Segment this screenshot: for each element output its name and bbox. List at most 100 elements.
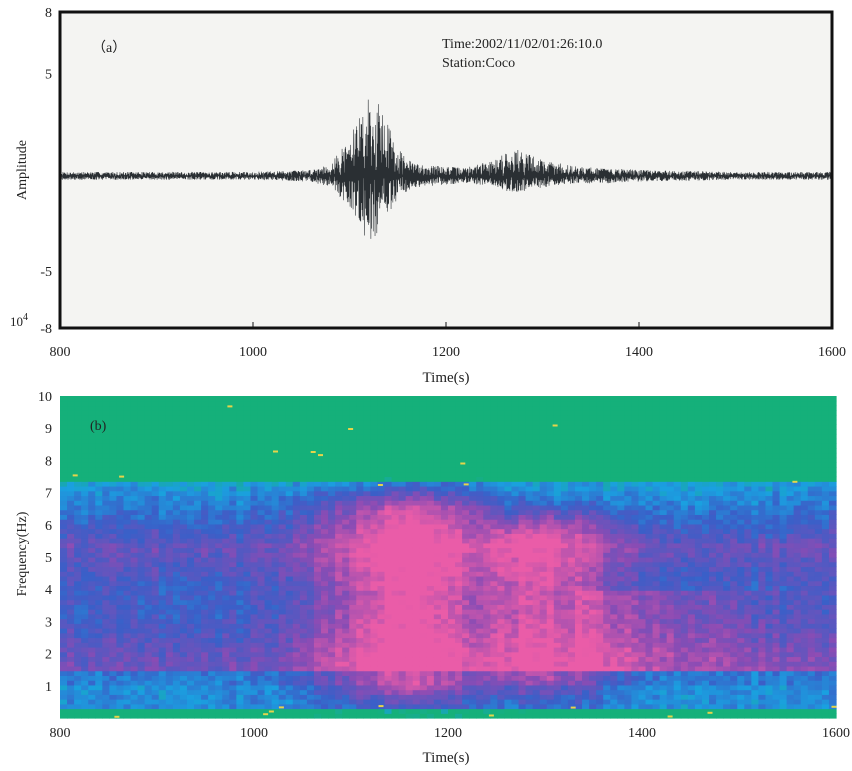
spectrogram-cell [349,396,357,402]
spectrogram-cell [292,632,301,639]
spectrogram-cell [67,637,75,643]
spectrogram-cell [440,504,449,511]
spectrogram-cell [229,651,237,658]
spectrogram-cell [483,500,491,506]
spectrogram-cell [455,699,463,705]
spectrogram-cell [363,476,371,482]
spectrogram-cell [546,471,555,478]
spectrogram-cell [455,628,463,634]
spectrogram-cell [229,661,237,667]
spectrogram-cell [109,500,118,506]
spectrogram-cell [455,429,463,435]
spectrogram-cell [391,571,400,577]
spectrogram-cell [201,599,209,605]
spectrogram-cell [151,713,160,719]
spectrogram-cell [469,642,477,648]
spectrogram-cell [137,628,146,634]
spectrogram-cell [109,561,118,568]
spectrogram-cell [201,680,209,686]
spectrogram-cell [483,429,491,435]
spectrogram-cell [356,405,364,411]
spectrogram-cell [229,547,237,553]
spectrogram-cell [123,580,132,587]
spectrogram-cell [313,443,322,449]
spectrogram-cell [299,590,308,596]
spectrogram-cell [546,590,555,596]
spectrogram-cell [264,557,273,563]
spectrogram-cell [405,557,414,563]
spectrogram-cell [335,604,343,610]
spectrogram-cell [321,609,329,615]
spectrogram-cell [264,514,273,520]
spectrogram-cell [81,651,89,658]
spectrogram-cell [257,443,266,449]
spectrogram-cell [497,566,506,572]
spectrogram-cell [243,514,252,520]
spectrogram-cell [398,433,407,440]
spectrogram-cell [130,476,139,482]
spectrogram-cell [532,566,541,572]
spectrogram-cell [412,495,421,501]
spectrogram-cell [469,557,477,563]
spectrogram-cell [328,443,336,449]
spectrogram-cell [179,599,188,605]
spectrogram-cell [448,656,456,662]
spectrogram-cell [483,642,491,648]
spectrogram-cell [356,585,364,591]
spectrogram-cell [179,429,188,435]
spectrogram-cell [539,396,548,402]
spectrogram-cell [363,661,371,667]
spectrogram-cell [151,429,160,435]
spectrogram-cell [313,433,322,440]
spectrogram-cell [476,452,484,459]
spectrogram-cell [532,424,541,430]
spectrogram-cell [462,410,470,416]
spectrogram-cell [384,571,393,577]
spectrogram-cell [342,433,350,440]
spectrogram-cell [433,623,442,629]
spectrogram-cell [81,471,89,478]
spectrogram-cell [448,490,456,497]
spectrogram-cell [243,609,252,615]
spectrogram-cell [560,410,569,416]
spectrogram-cell [511,580,520,587]
spectrogram-cell [215,628,223,634]
spectrogram-cell [377,490,386,497]
spectrogram-cell [172,419,181,426]
spectrogram-cell [285,646,294,653]
spectrogram-cell [321,618,329,624]
spectrogram-cell [123,699,132,705]
spectrogram-cell [462,495,470,501]
spectrogram-cell [215,500,223,506]
spectrogram-cell [250,462,259,468]
spectrogram-cell [172,604,181,610]
spectrogram-cell [81,514,89,520]
spectrogram-cell [285,689,294,695]
spectrogram-cell [88,519,96,525]
spectrogram-cell [60,471,68,478]
spectrogram-cell [370,713,379,719]
spectrogram-cell [546,713,555,719]
spectrogram-cell [490,713,498,719]
spectrogram-cell [229,457,237,463]
spectrogram-cell [553,646,562,653]
spectrogram-cell [412,438,421,444]
spectrogram-cell [74,684,82,691]
spectrogram-cell [144,713,153,719]
spectrogram-cell [313,419,322,426]
spectrogram-cell [194,452,202,459]
spectrogram-cell [165,670,174,676]
spectrogram-cell [469,628,477,634]
spectrogram-cell [81,675,89,681]
spectrogram-cell [95,675,103,681]
spectrogram-cell [328,528,336,534]
spectrogram-cell [328,429,336,435]
spectrogram-cell [511,443,520,449]
spectrogram-cell [123,642,132,648]
spectrogram-cell [102,443,110,449]
spectrogram-cell [455,396,463,402]
spectrogram-cell [328,566,336,572]
spectrogram-cell [236,580,245,587]
spectrogram-cell [299,457,308,463]
spectrogram-cell [405,680,414,686]
